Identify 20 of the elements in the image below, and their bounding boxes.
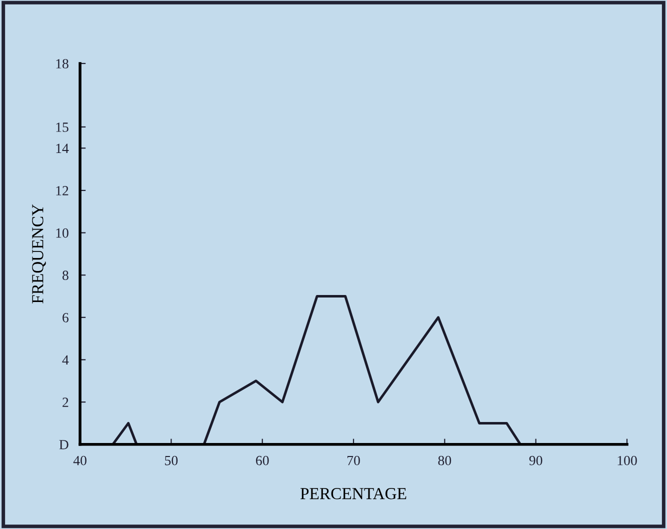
x-axis-title: PERCENTAGE [300,488,406,500]
y-tick-label: 10 [56,228,68,238]
y-tick-label: 4 [62,355,69,365]
x-tick-label: 50 [165,456,178,466]
y-tick-label: 8 [62,270,68,280]
y-tick-label: 12 [56,186,68,196]
x-tick-label: 90 [529,456,542,466]
y-tick-label: 6 [62,313,69,322]
y-tick-label: 18 [56,59,68,68]
y-tick-label: 14 [56,144,69,153]
y-tick-label: 15 [56,122,68,132]
x-tick-label: 40 [73,456,86,466]
y-tick-label: 2 [62,398,68,407]
x-tick-label: 100 [618,456,637,466]
line-series [112,294,522,444]
y-axis-title: FREQUENCY [32,204,46,304]
x-tick-label: 70 [347,456,360,466]
y-tick-label: D [59,440,68,450]
x-tick-label: 80 [438,456,452,466]
x-tick-label: 60 [256,456,269,466]
